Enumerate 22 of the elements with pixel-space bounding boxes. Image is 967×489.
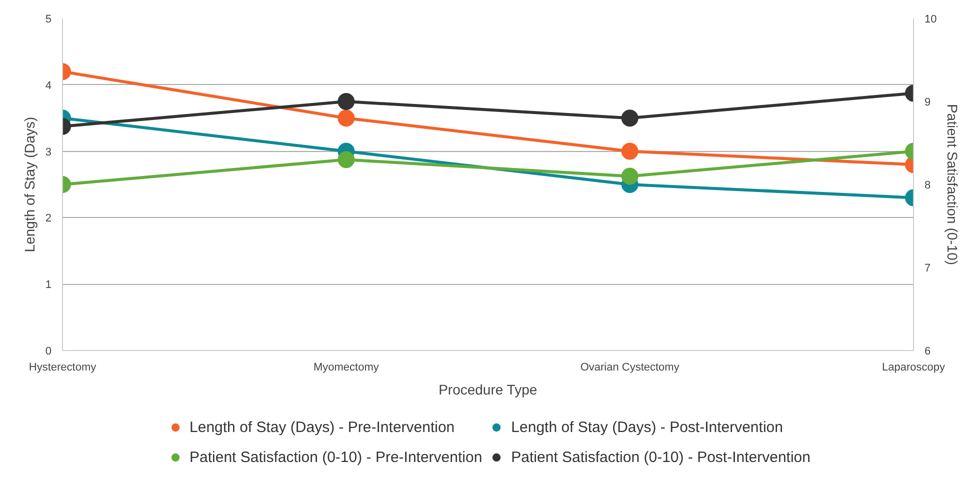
y-tick-label: 5 (45, 14, 52, 26)
legend-label: Patient Satisfaction (0-10) - Pre-Intervention (190, 448, 482, 468)
legend-label: Length of Stay (Days) - Post-Intervention (511, 418, 783, 438)
legend-label: Length of Stay (Days) - Pre-Intervention (190, 418, 455, 438)
x-axis-title: Procedure Type (438, 382, 538, 398)
y-axis-title: Length of Stay (Days) (21, 116, 38, 252)
y2-tick-label: 10 (924, 14, 937, 26)
y2-tick-label: 6 (924, 346, 931, 358)
y-tick-label: 3 (45, 146, 52, 158)
y-tick-label: 1 (45, 279, 52, 292)
legend-label: Patient Satisfaction (0-10) - Post-Intervention (511, 448, 810, 468)
x-tick-label: Laparoscopy (882, 362, 946, 374)
x-tick-label: Ovarian Cystectomy (580, 362, 680, 374)
y2-tick-label: 7 (924, 262, 931, 274)
y-tick-label: 4 (45, 80, 52, 92)
y2-tick-label: 9 (924, 96, 931, 108)
x-tick-label: Myomectomy (313, 362, 380, 374)
y-tick-label: 0 (45, 346, 52, 358)
y-tick-label: 2 (45, 212, 52, 225)
y2-axis-title: Patient Satisfaction (0-10) (944, 104, 961, 266)
y2-tick-label: 8 (924, 180, 931, 192)
x-tick-label: Hysterectomy (28, 362, 97, 374)
